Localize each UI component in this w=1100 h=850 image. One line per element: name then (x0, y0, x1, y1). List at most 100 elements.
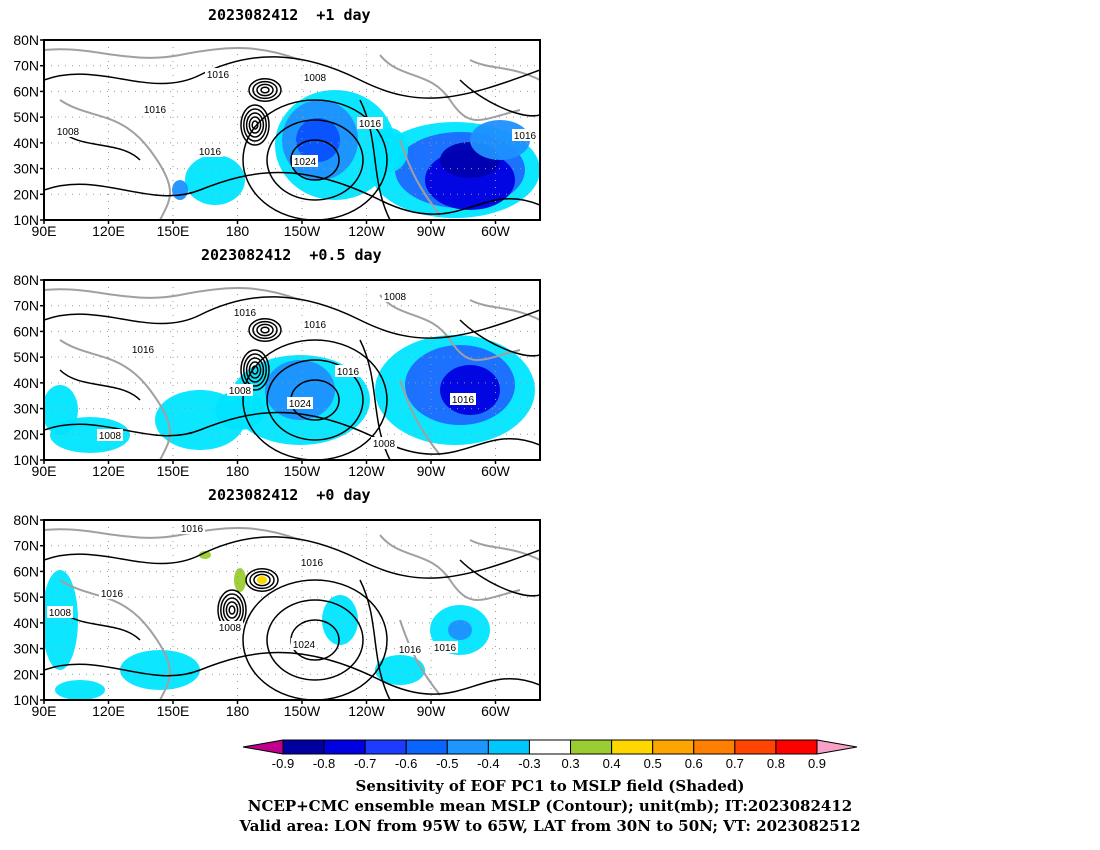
lon-label: 120W (348, 463, 385, 479)
low-pressure-contour (240, 104, 270, 146)
sensitivity-shading (265, 360, 335, 420)
colorbar-swatch (405, 739, 448, 755)
low-pressure-contour (252, 80, 278, 100)
coastline (59, 579, 171, 700)
contour-label: 1016 (304, 320, 327, 331)
contour-label-bg (291, 638, 317, 650)
contour-label: 1008 (373, 439, 396, 450)
low-pressure-contour (251, 120, 259, 130)
low-pressure-contour (243, 108, 267, 142)
contour-label-bg (97, 429, 123, 441)
colorbar-swatch (487, 739, 530, 755)
sensitivity-shading (44, 385, 78, 435)
colorbar-label: 0.5 (644, 756, 662, 771)
contour-label-bg (299, 556, 325, 568)
low-pressure-contour (243, 353, 267, 387)
colorbar-label: 0.9 (808, 756, 826, 771)
contour-label-bg (197, 145, 223, 157)
contour-label-bg (302, 71, 328, 83)
coastline (44, 287, 301, 301)
high-pressure-contour (266, 599, 364, 681)
caption-line-1: Sensitivity of EOF PC1 to MSLP field (Sh… (355, 777, 745, 795)
panel-title-plus1day: 2023082412 +1 day (208, 6, 371, 24)
map-field (44, 40, 540, 220)
low-pressure-contour (245, 357, 265, 383)
sensitivity-shading (44, 570, 78, 670)
contour-label: 1008 (57, 127, 80, 138)
panel-title-plus0day: 2023082412 +0 day (208, 486, 371, 504)
contour-label: 1016 (434, 643, 457, 654)
contour-label-bg (287, 397, 313, 409)
coastline (379, 54, 521, 121)
lat-label: 50N (13, 589, 39, 605)
lon-label: 90W (417, 223, 447, 239)
pressure-contour (44, 411, 540, 455)
lon-label: 60W (481, 703, 511, 719)
colorbar-swatch (693, 739, 736, 755)
contour-label-bg (55, 125, 81, 137)
contour-label: 1016 (399, 645, 422, 656)
panel-title-plus05day: 2023082412 +0.5 day (201, 246, 382, 264)
coastline (469, 539, 540, 561)
contour-label: 1008 (49, 608, 72, 619)
contour-label: 1016 (132, 345, 155, 356)
coastline (379, 294, 521, 361)
lat-label: 50N (13, 109, 39, 125)
pressure-contour (44, 171, 540, 215)
sensitivity-shading (120, 650, 200, 690)
contour-label: 1016 (301, 558, 324, 569)
pressure-contour (44, 296, 540, 339)
coastline (399, 139, 441, 216)
contour-label-bg (232, 306, 258, 318)
pressure-contour (359, 579, 391, 700)
contour-label: 1016 (144, 105, 167, 116)
coastline (44, 527, 301, 541)
contour-label-bg (292, 155, 318, 167)
contour-label-bg (99, 587, 125, 599)
high-pressure-contour (290, 139, 340, 181)
low-pressure-contour (245, 568, 279, 592)
low-pressure-contour (245, 112, 265, 138)
pressure-contour (44, 651, 540, 695)
lon-label: 120W (348, 223, 385, 239)
sensitivity-shading (322, 595, 358, 645)
coastline (59, 99, 171, 220)
pressure-contour (459, 319, 540, 357)
colorbar-label: 0.3 (561, 756, 579, 771)
lat-label: 50N (13, 349, 39, 365)
colorbar-high-arrow (816, 739, 858, 755)
contour-label-bg (371, 437, 397, 449)
caption-line-2: NCEP+CMC ensemble mean MSLP (Contour); u… (247, 797, 853, 815)
coastline (469, 299, 540, 321)
lon-label: 150E (157, 463, 190, 479)
lon-label: 90E (32, 463, 57, 479)
coastline (59, 339, 171, 460)
colorbar-label: 0.4 (603, 756, 621, 771)
contour-label: 1016 (234, 308, 257, 319)
contour-label: 1016 (181, 524, 204, 535)
map-field (44, 520, 540, 700)
map-field (44, 280, 540, 460)
high-pressure-contour (266, 119, 364, 201)
sensitivity-shading (448, 620, 472, 640)
contour-label: 1008 (229, 386, 252, 397)
sensitivity-shading (185, 155, 245, 205)
map-frame (43, 519, 541, 701)
contour-label-bg (357, 117, 383, 129)
lat-label: 30N (13, 641, 39, 657)
contour-label-bg (179, 522, 205, 534)
contour-label: 1016 (514, 131, 537, 142)
lon-label: 90E (32, 223, 57, 239)
pressure-contour (459, 559, 540, 597)
colorbar-label: -0.8 (313, 756, 335, 771)
contour-label-bg (450, 393, 476, 405)
map-frame (43, 39, 541, 221)
coastline (379, 534, 521, 601)
contour-label: 1016 (199, 147, 222, 158)
high-pressure-contour (242, 99, 388, 220)
lon-label: 120E (92, 463, 125, 479)
lat-label: 60N (13, 323, 39, 339)
